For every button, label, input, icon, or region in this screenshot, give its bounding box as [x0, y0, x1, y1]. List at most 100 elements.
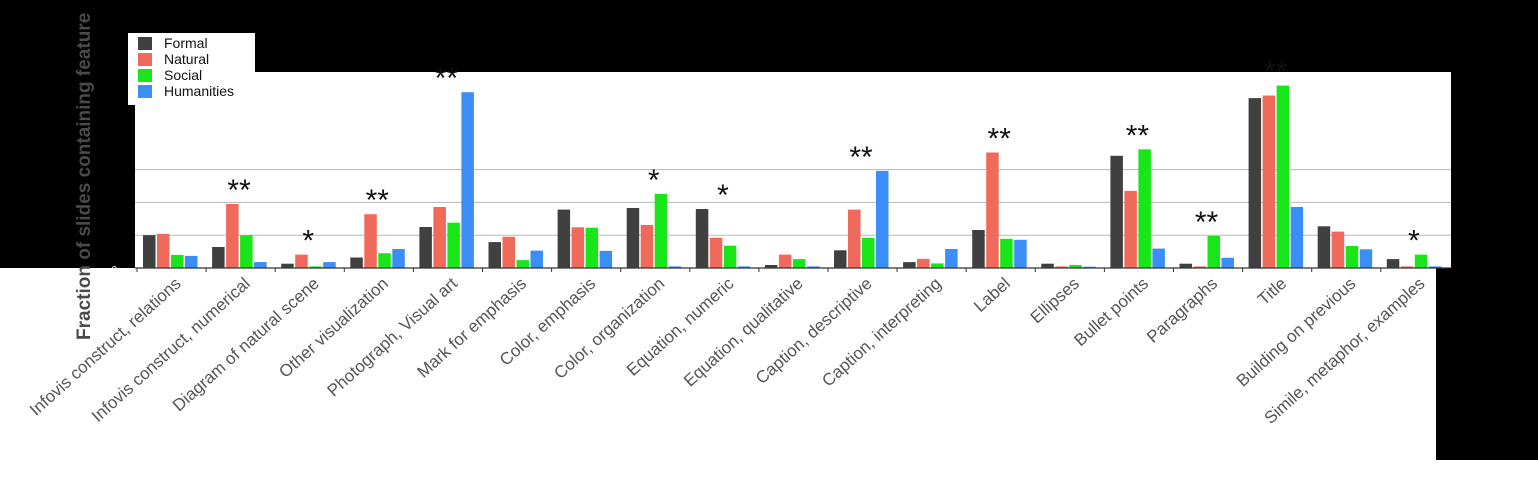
- bar-natural: [364, 214, 377, 268]
- bar-social: [447, 222, 460, 268]
- bar-formal: [1317, 226, 1331, 268]
- x-tick-label: Photograph, Visual art: [324, 274, 462, 401]
- x-tick-label: Title: [1254, 274, 1290, 309]
- bar-humanities: [876, 170, 889, 268]
- bar-formal: [972, 230, 985, 268]
- bar-natural: [1193, 266, 1206, 268]
- bar-humanities: [1290, 207, 1304, 268]
- figure-background-bottom: [0, 268, 1436, 490]
- bar-natural: [848, 209, 861, 268]
- x-tick-label: Caption, interpreting: [818, 274, 944, 391]
- bar-humanities: [1221, 257, 1234, 268]
- legend-label: Formal: [164, 35, 208, 51]
- bar-formal: [419, 227, 432, 268]
- bar-social: [1414, 254, 1428, 268]
- bar-natural: [571, 227, 585, 268]
- bar-social: [1069, 265, 1082, 268]
- bar-social: [1000, 238, 1013, 268]
- bar-formal: [695, 209, 709, 268]
- bar-natural: [1055, 266, 1068, 268]
- bar-natural: [226, 204, 239, 268]
- x-tick-label: Caption, descriptive: [752, 274, 876, 388]
- gridlines: [135, 169, 1451, 236]
- legend-swatch: [138, 85, 152, 98]
- significance-marker: **: [366, 184, 390, 217]
- bars: [143, 85, 1442, 268]
- bar-humanities: [254, 262, 267, 268]
- bar-social: [1276, 85, 1290, 268]
- bar-social: [931, 263, 944, 268]
- bar-humanities: [530, 250, 543, 268]
- bar-humanities: [1083, 266, 1096, 268]
- bar-social: [516, 260, 529, 268]
- bar-natural: [917, 258, 930, 268]
- legend-label: Natural: [164, 51, 209, 67]
- significance-marker: *: [1408, 225, 1420, 258]
- x-tick-label: Bullet points: [1071, 274, 1153, 350]
- x-tick-label: Label: [970, 274, 1014, 316]
- bar-social: [723, 245, 737, 268]
- bar-natural: [986, 152, 999, 268]
- bar-humanities: [1359, 249, 1373, 268]
- y-axis-label: Fraction of slides containing feature: [74, 13, 95, 340]
- bar-humanities: [945, 249, 958, 268]
- bar-social: [585, 227, 599, 268]
- legend-swatch: [138, 37, 152, 50]
- bar-formal: [143, 235, 156, 268]
- legend-swatch: [138, 53, 152, 66]
- bar-humanities: [323, 262, 336, 268]
- bar-formal: [903, 262, 916, 268]
- bar-formal: [1179, 263, 1192, 268]
- bar-formal: [1248, 98, 1262, 268]
- significance-marker: **: [988, 123, 1012, 156]
- bar-social: [1345, 246, 1359, 268]
- significance-marker: *: [302, 225, 314, 258]
- x-tick-label: Ellipses: [1027, 274, 1083, 327]
- bar-formal: [764, 265, 778, 268]
- bar-formal: [557, 209, 571, 268]
- significance-marker: *: [648, 164, 660, 197]
- significance-marker: **: [227, 174, 251, 207]
- x-tick-label: Equation, qualitative: [680, 274, 806, 391]
- bar-humanities: [1428, 266, 1442, 268]
- bar-formal: [1110, 155, 1123, 268]
- legend-label: Humanities: [164, 83, 234, 99]
- bar-natural: [1400, 266, 1414, 268]
- bar-humanities: [668, 266, 682, 268]
- bar-natural: [433, 207, 446, 268]
- figure-background-corner: [1436, 460, 1538, 490]
- bar-humanities: [806, 266, 820, 268]
- significance-marker: **: [435, 62, 459, 95]
- bar-humanities: [1152, 248, 1165, 268]
- bar-natural: [157, 233, 170, 268]
- bar-formal: [1041, 263, 1054, 268]
- bar-humanities: [599, 250, 613, 268]
- bar-formal: [350, 257, 363, 268]
- bar-natural: [709, 237, 723, 268]
- bar-social: [654, 193, 668, 268]
- bar-social: [378, 253, 391, 268]
- bar-natural: [1262, 95, 1276, 268]
- significance-markers: ******** ***** *******: [227, 56, 1420, 258]
- bar-natural: [502, 236, 515, 268]
- bar-social: [792, 259, 806, 268]
- bar-formal: [626, 208, 640, 268]
- bar-social: [171, 254, 184, 268]
- significance-marker: **: [1195, 206, 1219, 239]
- bar-social: [1138, 149, 1151, 268]
- significance-marker: **: [1264, 56, 1288, 89]
- bar-humanities: [392, 249, 405, 268]
- bar-social: [862, 237, 875, 268]
- significance-marker: *: [717, 179, 729, 212]
- bar-humanities: [461, 92, 474, 268]
- bar-natural: [295, 254, 308, 268]
- bar-formal: [281, 263, 294, 268]
- significance-marker: **: [849, 141, 873, 174]
- bar-humanities: [737, 266, 751, 268]
- bar-natural: [778, 254, 792, 268]
- bar-natural: [640, 225, 654, 268]
- bar-natural: [1331, 231, 1345, 268]
